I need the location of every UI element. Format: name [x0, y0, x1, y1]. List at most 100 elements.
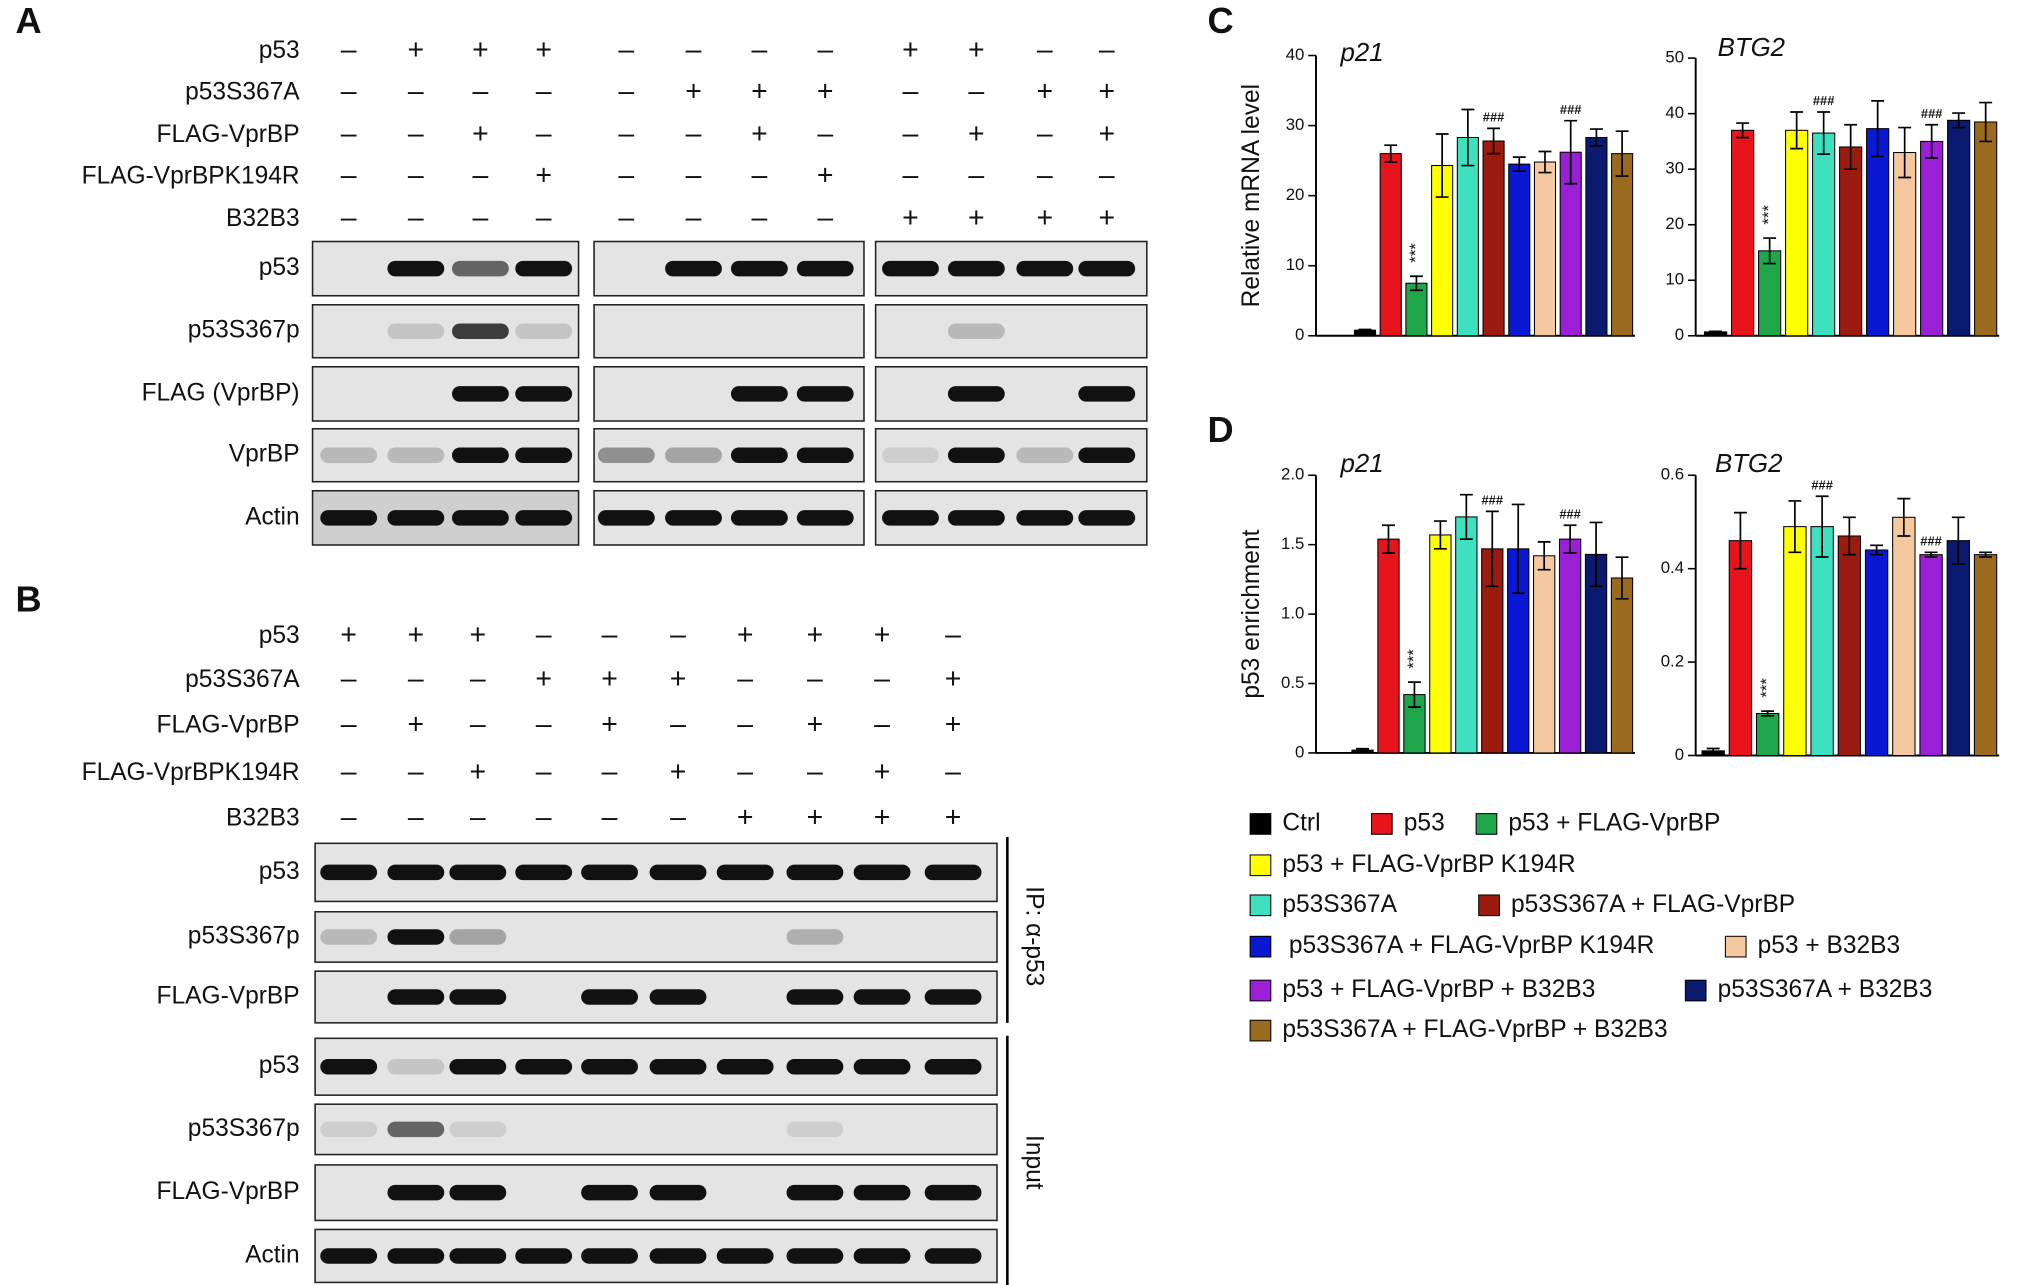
treatment-sign: – — [341, 202, 357, 234]
treatment-sign: – — [602, 619, 618, 651]
treatment-sign: – — [473, 159, 489, 191]
treatment-sign: + — [1098, 118, 1115, 150]
treatment-sign: – — [903, 118, 919, 150]
bar — [1731, 129, 1755, 337]
blot-band — [515, 323, 573, 340]
treatment-sign: + — [817, 159, 834, 191]
treatment-sign: – — [817, 118, 833, 150]
significance-label: *** — [1406, 243, 1425, 263]
treatment-sign: + — [601, 663, 618, 695]
error-bar — [1409, 275, 1423, 292]
treatment-sign: + — [968, 118, 985, 150]
treatment-label: p53S367A — [185, 666, 300, 693]
treatment-sign: – — [817, 34, 833, 66]
treatment-sign: – — [341, 75, 357, 107]
blot-band — [730, 260, 788, 277]
treatment-sign: + — [408, 34, 425, 66]
treatment-label: FLAG-VprBPK194R — [82, 759, 300, 786]
bar — [1405, 282, 1428, 337]
blot-label: FLAG-VprBP — [157, 1178, 300, 1205]
treatment-sign: + — [807, 708, 824, 740]
blot-band — [947, 260, 1005, 277]
blot-band — [786, 1058, 844, 1075]
blot-band — [786, 864, 844, 881]
significance-label: ### — [1920, 533, 1942, 548]
treatment-label: FLAG-VprBP — [157, 121, 300, 148]
blot-band — [882, 260, 939, 277]
bar — [1839, 146, 1863, 337]
error-bar — [1790, 111, 1804, 150]
chart-title: p21 — [1340, 450, 1384, 478]
y-tick-label: 0 — [1675, 745, 1684, 764]
y-tick-label: 0 — [1295, 742, 1304, 761]
treatment-sign: – — [737, 756, 753, 788]
treatment-label: B32B3 — [226, 205, 300, 232]
blot-band — [320, 864, 378, 881]
treatment-sign: + — [817, 75, 834, 107]
blot-band — [387, 260, 445, 277]
error-bar — [1925, 123, 1939, 159]
treatment-sign: – — [1099, 159, 1115, 191]
blot-label: VprBP — [229, 441, 300, 468]
error-bar — [1842, 516, 1856, 556]
error-bar — [1538, 150, 1552, 174]
error-bar — [1733, 511, 1747, 570]
y-tick-label: 40 — [1665, 103, 1684, 122]
treatment-sign: + — [535, 159, 552, 191]
error-bar — [1736, 122, 1750, 139]
treatment-sign: + — [535, 34, 552, 66]
treatment-sign: + — [670, 663, 687, 695]
blot-band — [452, 260, 509, 277]
legend-label: p53 + FLAG-VprBP — [1508, 809, 1720, 836]
treatment-sign: – — [470, 663, 486, 695]
blot-band — [449, 1248, 507, 1264]
blot-band — [649, 989, 707, 1005]
error-bar — [1435, 133, 1449, 198]
bar — [1611, 153, 1634, 337]
treatment-sign: – — [686, 202, 702, 234]
legend-swatch — [1249, 1019, 1272, 1042]
blot-band — [387, 447, 445, 463]
blot-band — [882, 447, 939, 463]
blot-band — [947, 386, 1005, 402]
legend-swatch — [1684, 979, 1707, 1002]
blot-frame — [593, 304, 865, 359]
legend-label: Ctrl — [1282, 809, 1320, 836]
error-bar — [1563, 524, 1577, 554]
blot-band — [581, 1248, 638, 1264]
legend-swatch — [1475, 813, 1498, 835]
significance-label: ### — [1559, 506, 1581, 521]
bar — [1755, 712, 1780, 757]
panel-letter: D — [1208, 409, 1234, 450]
significance-label: ### — [1483, 109, 1505, 124]
y-tick-label: 0 — [1295, 325, 1304, 344]
treatment-sign: + — [737, 619, 754, 651]
error-bar — [1537, 541, 1551, 571]
treatment-sign: – — [473, 75, 489, 107]
treatment-sign: + — [472, 34, 489, 66]
panel-letter: A — [15, 0, 41, 41]
blot-band — [581, 1184, 638, 1201]
legend-label: p53S367A — [1282, 891, 1397, 918]
blot-band — [730, 447, 788, 463]
bar — [1920, 140, 1944, 337]
legend-swatch — [1371, 813, 1393, 835]
y-tick-label: 0.2 — [1661, 652, 1684, 671]
treatment-sign: – — [341, 34, 357, 66]
treatment-sign: – — [751, 34, 767, 66]
blot-band — [924, 1058, 982, 1075]
treatment-sign: – — [1037, 118, 1053, 150]
blot-band — [853, 1058, 911, 1075]
treatment-sign: – — [341, 801, 357, 833]
bar — [1866, 128, 1890, 337]
blot-band — [716, 1248, 774, 1264]
blot-band — [515, 386, 573, 402]
treatment-sign: – — [903, 75, 919, 107]
treatment-sign: – — [470, 708, 486, 740]
treatment-sign: – — [618, 118, 634, 150]
blot-band — [452, 447, 509, 463]
significance-label: ### — [1811, 477, 1833, 492]
bar — [1946, 540, 1970, 757]
blot-band — [716, 864, 774, 881]
treatment-sign: + — [874, 801, 891, 833]
